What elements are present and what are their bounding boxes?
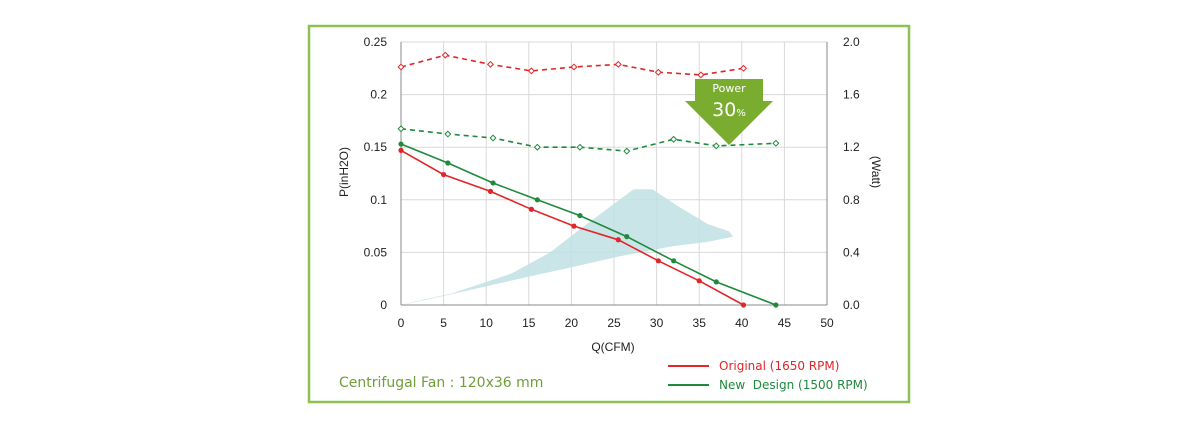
- y-left-axis-ticks: 0 0.05 0.1 0.15 0.2 0.25: [364, 35, 388, 312]
- power-reduction-badge: Power 30%: [685, 79, 774, 145]
- badge-value-unit: %: [736, 108, 746, 119]
- series-2-point: [527, 67, 535, 75]
- x-tick-label: 30: [650, 316, 664, 330]
- series-3-point: [397, 125, 405, 133]
- series-1: [398, 141, 779, 308]
- y-right-tick-label: 0.4: [843, 245, 860, 259]
- series-1-point: [624, 234, 630, 240]
- y-left-tick-label: 0.05: [364, 245, 388, 259]
- series-1-point: [577, 212, 583, 219]
- series-0-point: [528, 206, 534, 212]
- series-2: [397, 51, 748, 79]
- y-right-tick-label: 2.0: [843, 35, 860, 49]
- series-3-point: [576, 143, 584, 151]
- y-left-axis-title: P(inH2O): [337, 147, 351, 197]
- series-3-point: [623, 147, 631, 155]
- x-tick-label: 20: [565, 316, 579, 330]
- series-2-point: [570, 63, 578, 71]
- series-0-point: [571, 223, 577, 229]
- series-0-point: [441, 171, 447, 178]
- y-left-tick-label: 0.25: [364, 35, 388, 49]
- down-arrow-icon: [685, 79, 774, 145]
- x-tick-label: 45: [778, 316, 792, 330]
- series-0-point: [398, 147, 404, 153]
- y-right-tick-label: 0.0: [843, 298, 860, 312]
- series-1-point: [445, 160, 451, 166]
- series-0-point: [740, 302, 747, 308]
- series-0-point: [696, 278, 702, 284]
- legend-label-original: Original (1650 RPM): [719, 359, 839, 373]
- y-right-tick-label: 0.8: [843, 193, 860, 207]
- series-1-point: [398, 141, 404, 147]
- chart-caption: Centrifugal Fan : 120x36 mm: [339, 375, 543, 391]
- series-layer: [397, 51, 780, 308]
- series-2-point: [614, 60, 622, 68]
- series-3-point: [533, 143, 541, 151]
- series-0-point: [615, 237, 621, 243]
- legend: Original (1650 RPM) New Design (1500 RPM…: [668, 359, 868, 392]
- series-1-point: [713, 279, 719, 285]
- series-1-point: [490, 180, 496, 186]
- badge-value: 30%: [712, 99, 746, 121]
- x-tick-label: 15: [522, 316, 536, 330]
- series-1-point: [534, 197, 540, 203]
- x-tick-label: 5: [440, 316, 447, 330]
- x-tick-label: 25: [607, 316, 621, 330]
- series-2-point: [697, 71, 705, 79]
- series-0-point: [655, 258, 661, 264]
- x-tick-label: 40: [735, 316, 749, 330]
- series-3-point: [670, 135, 678, 143]
- plot-axes: [400, 42, 828, 306]
- series-0-point: [487, 188, 494, 194]
- y-left-tick-label: 0.1: [370, 193, 387, 207]
- series-2-point: [441, 51, 449, 59]
- series-3-point: [712, 142, 720, 150]
- series-0: [398, 147, 747, 308]
- series-1-point: [773, 302, 779, 308]
- series-1-point: [671, 258, 677, 264]
- y-right-tick-label: 1.2: [843, 140, 860, 154]
- y-right-tick-label: 1.6: [843, 88, 860, 102]
- operating-region-area: [401, 189, 734, 305]
- series-2-point: [486, 60, 494, 68]
- x-tick-label: 35: [693, 316, 707, 330]
- badge-value-number: 30: [712, 99, 736, 121]
- y-left-tick-label: 0: [380, 298, 387, 312]
- series-3-point: [489, 134, 497, 142]
- y-right-axis-ticks: 0.0 0.4 0.8 1.2 1.6 2.0: [843, 35, 860, 312]
- legend-label-new: New Design (1500 RPM): [719, 378, 868, 392]
- series-3-point: [444, 130, 452, 138]
- x-tick-label: 10: [480, 316, 494, 330]
- badge-label: Power: [712, 82, 746, 95]
- series-3: [397, 125, 780, 155]
- x-tick-label: 50: [820, 316, 834, 330]
- x-tick-label: 0: [398, 316, 405, 330]
- x-axis-ticks: 0 5 10 15 20 25 30 35 40 45 50: [398, 316, 834, 330]
- y-left-tick-label: 0.2: [370, 88, 387, 102]
- series-line-2: [400, 54, 744, 76]
- y-left-tick-label: 0.15: [364, 140, 388, 154]
- series-2-point: [397, 63, 405, 71]
- y-right-axis-title: (Watt): [869, 156, 883, 188]
- series-2-point: [654, 68, 662, 76]
- series-3-point: [772, 139, 780, 147]
- series-2-point: [739, 64, 748, 72]
- x-axis-title: Q(CFM): [591, 340, 634, 354]
